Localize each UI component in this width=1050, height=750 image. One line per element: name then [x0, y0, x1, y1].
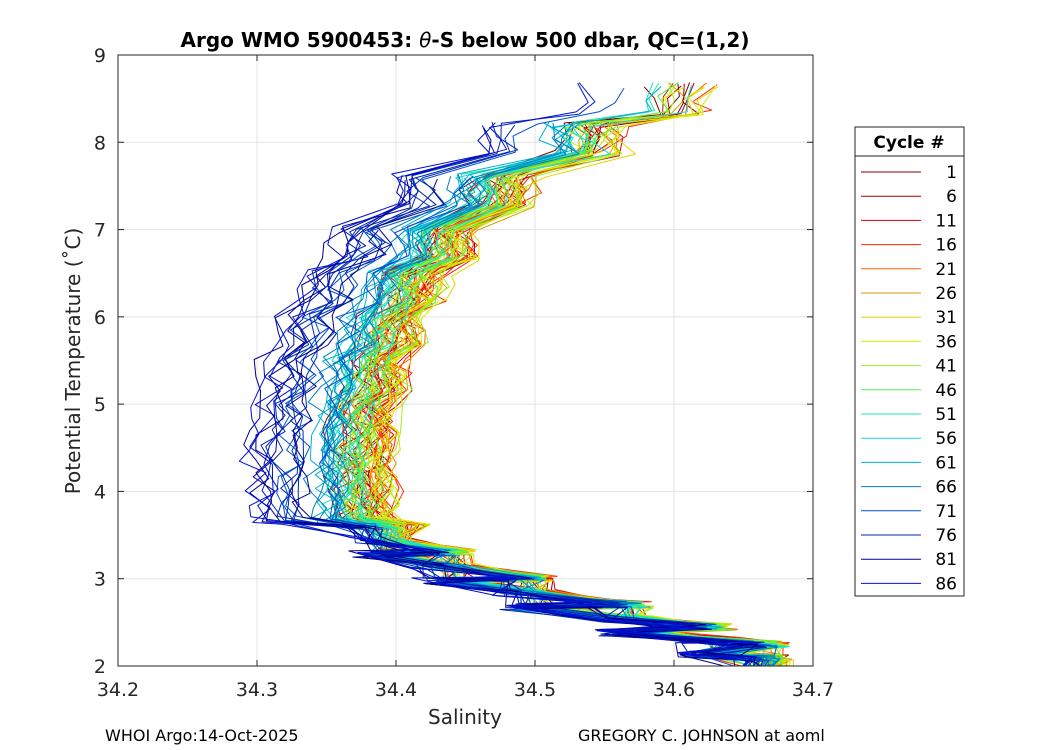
- cycle-profile-line: [375, 125, 788, 666]
- cycle-profile-line: [248, 125, 747, 666]
- axis-ticks: 34.2 34.3 34.4 34.5 34.6 34.7 2 3 4 5 6 7 8 9: [94, 45, 834, 701]
- legend: Cycle # 16111621263136414651566166717681…: [854, 126, 965, 597]
- footer-credit: GREGORY C. JOHNSON at aoml: [578, 726, 825, 745]
- legend-label: 76: [935, 526, 957, 546]
- y-tick-label: 6: [94, 307, 106, 329]
- x-tick-label: 34.3: [236, 679, 278, 701]
- series-layer: [238, 81, 795, 666]
- legend-label: 56: [935, 429, 957, 449]
- y-axis-label: Potential Temperature (˚C): [61, 228, 85, 495]
- cycle-profile-line: [257, 82, 761, 666]
- y-tick-label: 7: [94, 220, 106, 242]
- y-tick-label: 2: [94, 656, 106, 678]
- y-tick-label: 4: [94, 481, 106, 503]
- x-tick-label: 34.2: [97, 679, 139, 701]
- legend-label: 46: [935, 381, 957, 401]
- legend-box: [854, 126, 965, 597]
- legend-label: 61: [935, 453, 957, 473]
- legend-label: 71: [935, 502, 957, 522]
- y-tick-label: 8: [94, 132, 106, 154]
- cycle-profile-line: [289, 229, 762, 666]
- legend-label: 51: [935, 405, 957, 425]
- cycle-profile-line: [265, 121, 752, 666]
- legend-label: 66: [935, 478, 957, 498]
- legend-title: Cycle #: [873, 133, 944, 153]
- cycle-profile-line: [314, 122, 770, 666]
- x-axis-label: Salinity: [428, 705, 502, 729]
- legend-label: 16: [935, 236, 957, 256]
- legend-label: 31: [935, 308, 957, 328]
- legend-label: 11: [935, 211, 957, 231]
- legend-label: 41: [935, 357, 957, 377]
- legend-label: 26: [935, 284, 957, 304]
- legend-label: 1: [946, 163, 957, 183]
- y-tick-label: 9: [94, 45, 106, 67]
- x-tick-label: 34.5: [514, 679, 556, 701]
- legend-label: 6: [946, 187, 957, 207]
- y-tick-label: 5: [94, 394, 106, 416]
- cycle-profile-line: [330, 125, 779, 666]
- legend-label: 81: [935, 550, 957, 570]
- legend-label: 86: [935, 574, 957, 594]
- cycle-profile-line: [347, 178, 786, 666]
- legend-label: 21: [935, 260, 957, 280]
- footer-date: WHOI Argo:14-Oct-2025: [105, 726, 299, 745]
- cycle-profile-line: [328, 122, 778, 666]
- x-tick-label: 34.4: [375, 679, 417, 701]
- cycle-profile-line: [362, 126, 783, 666]
- y-tick-label: 3: [94, 569, 106, 591]
- plot-frame: [117, 54, 814, 667]
- x-tick-label: 34.7: [792, 679, 834, 701]
- x-tick-label: 34.6: [653, 679, 695, 701]
- legend-label: 36: [935, 332, 957, 352]
- cycle-profile-line: [286, 178, 765, 666]
- chart-title: Argo WMO 5900453: θ-S below 500 dbar, QC…: [181, 28, 750, 52]
